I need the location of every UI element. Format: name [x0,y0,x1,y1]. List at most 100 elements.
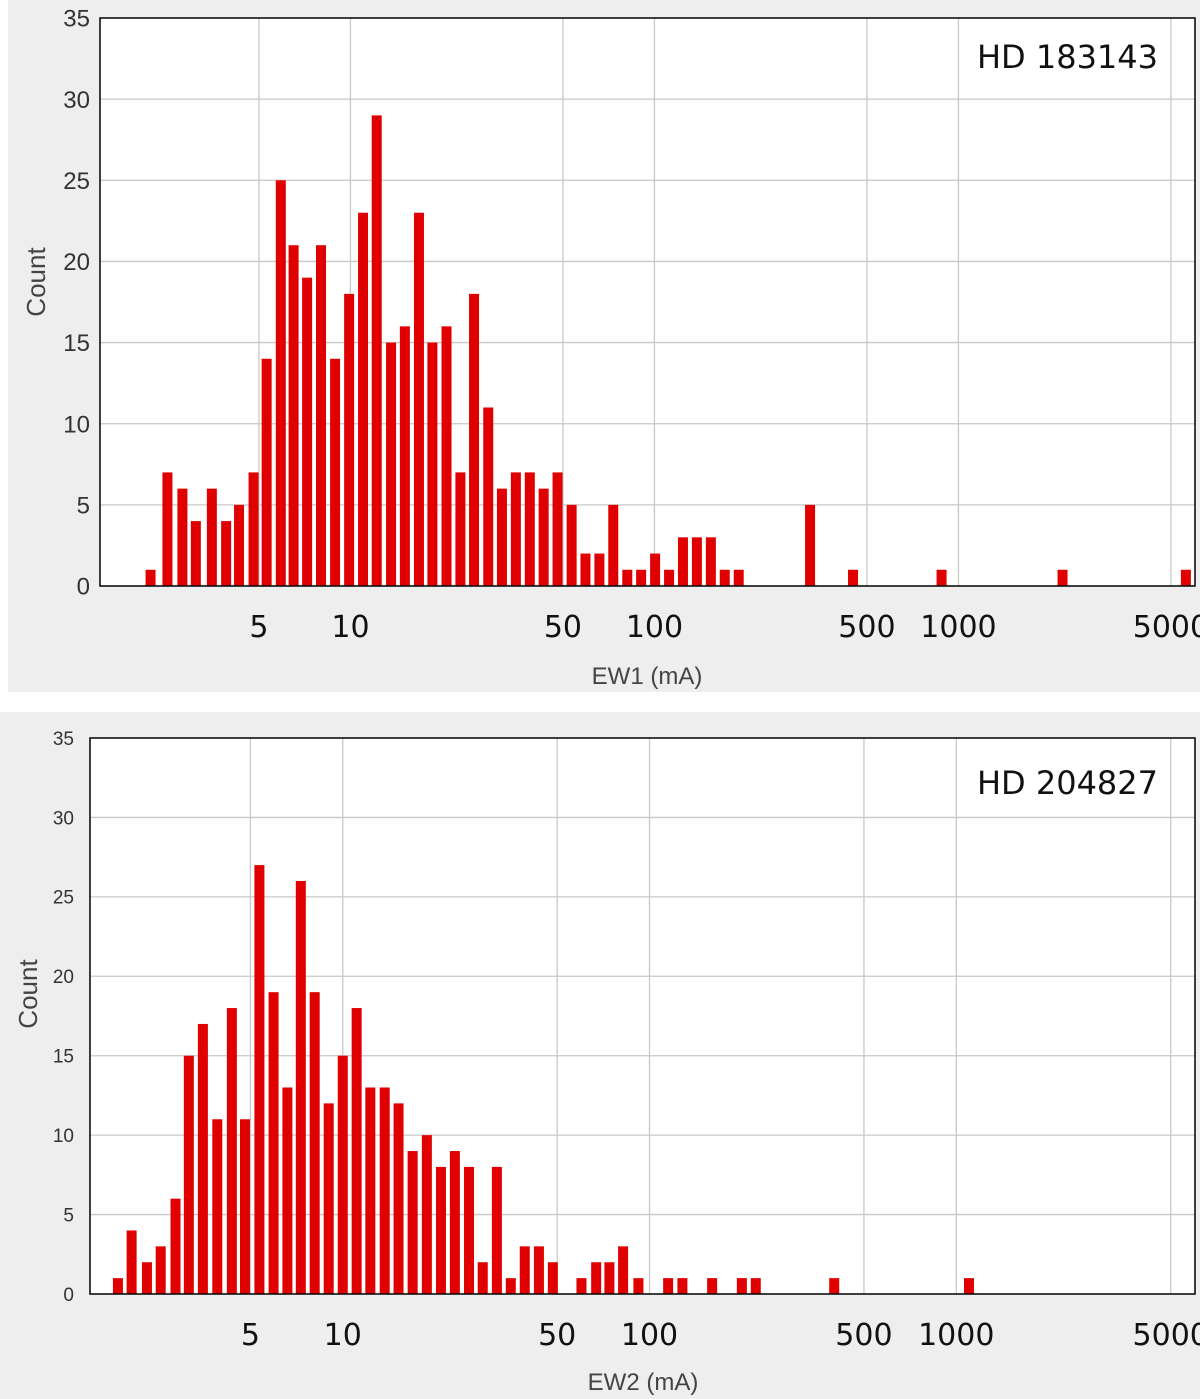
histogram-bar [618,1246,629,1294]
histogram-bar [566,504,577,586]
histogram-bar [496,488,507,586]
histogram-bar [533,1246,544,1294]
histogram-bar [197,1023,208,1294]
histogram-bar [441,326,452,586]
x-axis-label: EW2 (mA) [588,1369,699,1396]
histogram-bar [309,992,320,1294]
y-axis-label: Count [13,959,43,1029]
histogram-bar [206,488,217,586]
y-tick-label: 35 [63,6,90,33]
x-tick-labels: 5 10 50 100 500 1000 5000 [241,1318,1200,1353]
x-tick-label: 10 [324,1318,362,1353]
histogram-bar [594,553,605,586]
histogram-bar [608,504,619,586]
x-tick-label: 1000 [920,610,996,645]
y-tick-label: 10 [63,411,90,438]
y-tick-label: 30 [63,87,90,114]
histogram-bar [379,1087,390,1294]
histogram-bar [719,569,730,586]
histogram-bar [351,1008,362,1294]
star-label: HD 204827 [977,764,1158,802]
histogram-bar [636,569,647,586]
histogram-bar [421,1135,432,1294]
histogram-bar [633,1278,644,1294]
y-tick-label: 30 [53,808,74,829]
x-tick-label: 5 [241,1318,260,1353]
histogram-bar [177,488,188,586]
histogram-bar [141,1262,152,1294]
x-axis-label: EW1 (mA) [592,663,703,690]
x-tick-label: 50 [538,1318,576,1353]
histogram-bar [427,342,438,586]
histogram-bar [936,569,947,586]
y-tick-label: 10 [53,1126,74,1147]
star-label: HD 183143 [977,38,1158,76]
histogram-bar [707,1278,718,1294]
histogram-bar [736,1278,747,1294]
x-tick-label: 50 [544,610,582,645]
histogram-bar [591,1262,602,1294]
y-tick-label: 15 [53,1047,74,1068]
y-tick-label: 15 [63,330,90,357]
histogram-bar [455,472,466,586]
x-tick-label: 100 [626,610,683,645]
x-tick-labels: 5 10 50 100 500 1000 5000 [249,610,1200,645]
y-tick-label: 0 [77,574,90,601]
x-tick-label: 5000 [1133,1318,1200,1353]
plot-frame [99,17,1196,587]
histogram-bar [848,569,859,586]
histogram-bar [170,1198,181,1294]
histogram-bar [212,1119,223,1294]
histogram-2: 0 5 10 15 20 25 30 35 5 10 50 100 500 1000 5000 Count… [0,712,1200,1399]
histogram-bar [190,521,201,586]
histogram-bar [239,1119,250,1294]
y-tick-label: 5 [63,1205,74,1226]
histogram-bar [393,1103,404,1294]
histogram-bar [519,1246,530,1294]
histogram-bar [510,472,521,586]
histogram-bar [365,1087,376,1294]
histogram-panel-2: 0 5 10 15 20 25 30 35 5 10 50 100 500 1000 5000 Count… [0,712,1200,1399]
histogram-bar [330,358,341,586]
histogram-bar [282,1087,293,1294]
histogram-bar [386,342,397,586]
bars [112,865,974,1294]
histogram-bar [677,537,688,586]
histogram-bar [805,504,816,586]
histogram-panel-1: 0 5 10 15 20 25 30 35 5 10 50 100 500 1000 5000 Count… [0,0,1200,695]
histogram-bar [358,212,369,586]
histogram-bar [145,569,156,586]
histogram-bar [126,1230,137,1294]
y-tick-label: 20 [53,967,74,988]
histogram-bar [371,115,382,586]
y-axis-label: Count [21,247,51,317]
histogram-bar [112,1278,123,1294]
histogram-bar [435,1166,446,1294]
histogram-bar [552,472,563,586]
histogram-bar [576,1278,587,1294]
histogram-bar [288,245,299,586]
histogram-bar [1180,569,1191,586]
histogram-bar [407,1151,418,1294]
histogram-bar [677,1278,688,1294]
histogram-bar [261,358,272,586]
histogram-bar [477,1262,488,1294]
x-tick-label: 5 [249,610,268,645]
histogram-bar [295,880,306,1294]
x-tick-label: 5000 [1133,610,1200,645]
histogram-bar [580,553,591,586]
histogram-bar [449,1151,460,1294]
histogram-bar [547,1262,558,1294]
histogram-bar [183,1055,194,1294]
x-tick-label: 1000 [918,1318,994,1353]
y-tick-labels: 0 5 10 15 20 25 30 35 [63,6,90,601]
histogram-bar [413,212,424,586]
y-tick-label: 20 [63,249,90,276]
histogram-bar [538,488,549,586]
histogram-bar [750,1278,761,1294]
histogram-bar [268,992,279,1294]
histogram-bar [275,180,286,587]
x-tick-label: 100 [621,1318,678,1353]
bars [145,115,1191,587]
histogram-1: 0 5 10 15 20 25 30 35 5 10 50 100 500 1000 5000 Count… [8,0,1200,692]
